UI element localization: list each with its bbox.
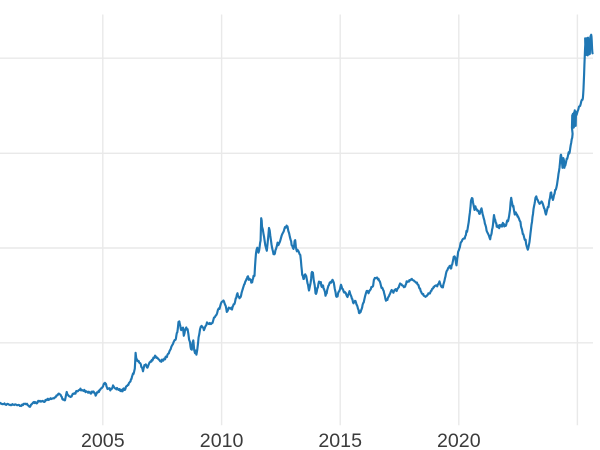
svg-text:2010: 2010 <box>200 430 244 450</box>
svg-text:2005: 2005 <box>81 430 125 450</box>
svg-text:2020: 2020 <box>437 430 481 450</box>
svg-text:2015: 2015 <box>318 430 362 450</box>
